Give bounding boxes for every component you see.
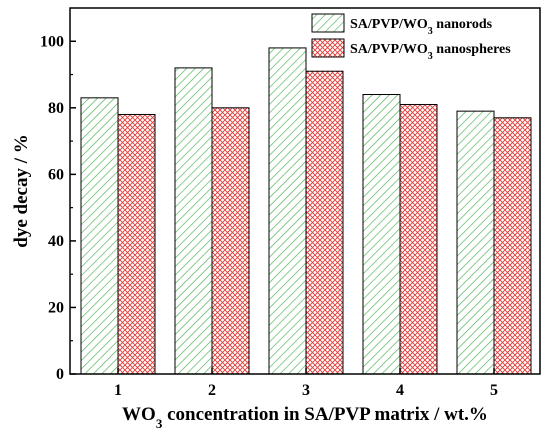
bar-nanospheres-1	[117, 113, 156, 375]
x-axis-label: WO3 concentration in SA/PVP matrix / wt.…	[122, 404, 488, 431]
x-axis: 1 2 3 4 5	[114, 368, 498, 399]
legend-label-nanorods: SA/PVP/WO3 nanorods	[350, 17, 493, 37]
x-tick-label: 5	[490, 382, 498, 399]
bar-nanorods-5	[456, 110, 495, 375]
y-tick-label: 20	[48, 299, 64, 316]
y-tick-label: 0	[56, 366, 64, 383]
y-axis-label: dye decay / %	[11, 134, 32, 247]
y-tick-label: 60	[48, 166, 64, 183]
bar-nanorods-2	[174, 67, 213, 375]
bar-nanospheres-2	[211, 107, 250, 375]
legend-swatch-nanorods	[311, 13, 345, 33]
x-tick-label: 2	[208, 382, 216, 399]
y-axis: 0 20 40 60 80 100	[40, 33, 76, 383]
bar-nanorods-4	[362, 94, 401, 375]
bar-nanorods-1	[80, 97, 119, 375]
y-tick-label: 100	[40, 33, 64, 50]
legend: SA/PVP/WO3 nanorods SA/PVP/WO3 nanosphere…	[311, 13, 511, 62]
bar-nanospheres-3	[305, 70, 344, 375]
x-tick-label: 3	[302, 382, 310, 399]
y-tick-label: 80	[48, 100, 64, 117]
bar-nanorods-3	[268, 47, 307, 375]
x-tick-label: 4	[396, 382, 404, 399]
bar-nanospheres-5	[493, 117, 532, 375]
legend-label-nanospheres: SA/PVP/WO3 nanospheres	[350, 42, 511, 62]
y-tick-label: 40	[48, 233, 64, 250]
legend-swatch-nanospheres	[311, 38, 345, 58]
bar-nanospheres-4	[399, 103, 438, 375]
bars-group	[80, 47, 532, 375]
x-tick-label: 1	[114, 382, 122, 399]
plot-frame	[69, 7, 541, 375]
